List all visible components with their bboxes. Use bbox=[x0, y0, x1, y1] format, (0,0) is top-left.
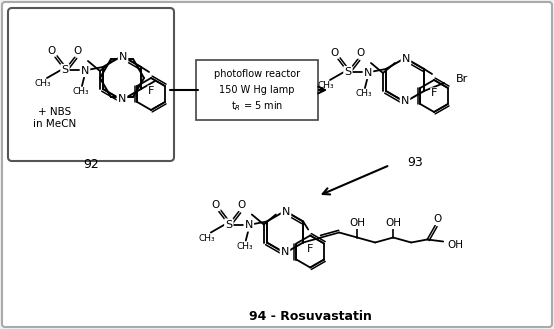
Text: N: N bbox=[119, 52, 127, 62]
Text: photoflow reactor: photoflow reactor bbox=[214, 69, 300, 79]
Text: CH₃: CH₃ bbox=[73, 88, 89, 96]
Text: N: N bbox=[81, 66, 89, 76]
Text: OH: OH bbox=[447, 240, 463, 249]
Text: 94 - Rosuvastatin: 94 - Rosuvastatin bbox=[249, 310, 371, 322]
Text: N: N bbox=[281, 247, 289, 257]
Text: S: S bbox=[225, 219, 232, 230]
Text: t$_{R}$ = 5 min: t$_{R}$ = 5 min bbox=[231, 99, 283, 113]
Text: S: S bbox=[61, 65, 69, 75]
Text: O: O bbox=[48, 46, 56, 56]
Text: CH₃: CH₃ bbox=[317, 82, 334, 90]
Text: N: N bbox=[402, 54, 410, 64]
Text: N: N bbox=[364, 68, 372, 78]
Text: CH₃: CH₃ bbox=[198, 234, 215, 243]
Text: N: N bbox=[245, 220, 253, 231]
Text: F: F bbox=[307, 243, 314, 254]
Text: OH: OH bbox=[349, 218, 365, 229]
Text: 92: 92 bbox=[83, 159, 99, 171]
Text: O: O bbox=[74, 46, 82, 56]
Text: N: N bbox=[118, 94, 126, 104]
Text: O: O bbox=[433, 215, 442, 224]
Text: OH: OH bbox=[385, 218, 401, 229]
FancyBboxPatch shape bbox=[196, 60, 318, 120]
Text: O: O bbox=[331, 48, 339, 58]
Text: 150 W Hg lamp: 150 W Hg lamp bbox=[219, 85, 295, 95]
Text: O: O bbox=[212, 200, 220, 211]
Text: 93: 93 bbox=[407, 156, 423, 168]
Text: F: F bbox=[148, 86, 154, 96]
Text: F: F bbox=[431, 88, 437, 98]
FancyBboxPatch shape bbox=[8, 8, 174, 161]
Text: CH₃: CH₃ bbox=[35, 80, 52, 89]
Text: O: O bbox=[238, 200, 246, 211]
Text: S: S bbox=[345, 67, 351, 77]
Text: O: O bbox=[357, 48, 365, 58]
Text: CH₃: CH₃ bbox=[237, 242, 253, 251]
Text: + NBS
in MeCN: + NBS in MeCN bbox=[33, 107, 76, 129]
Text: N: N bbox=[401, 96, 409, 106]
Text: Br: Br bbox=[456, 74, 468, 84]
Text: N: N bbox=[282, 207, 290, 217]
Text: CH₃: CH₃ bbox=[356, 89, 372, 98]
